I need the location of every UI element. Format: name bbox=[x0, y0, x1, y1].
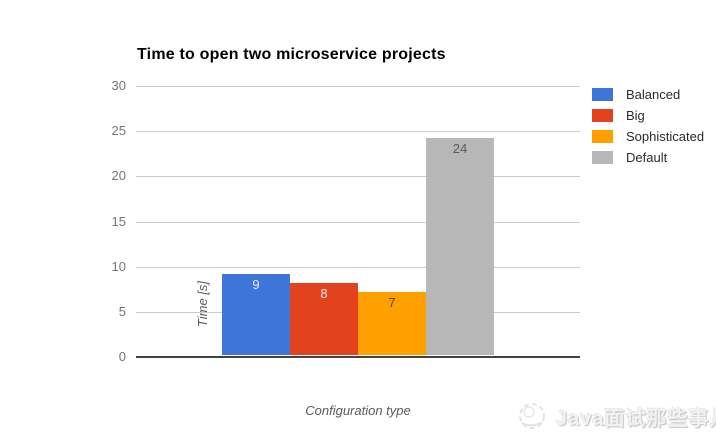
bar-value-label: 7 bbox=[388, 295, 396, 310]
bar-value-label: 8 bbox=[320, 286, 328, 301]
gridline-y-30 bbox=[136, 86, 580, 87]
x-axis-baseline bbox=[136, 356, 580, 358]
gridline-y-25 bbox=[136, 131, 580, 132]
legend-label: Big bbox=[626, 107, 645, 123]
chart-title: Time to open two microservice projects bbox=[137, 46, 446, 63]
gridline-y-10 bbox=[136, 267, 580, 268]
legend-swatch-icon bbox=[592, 87, 613, 101]
wechat-account-logo-icon bbox=[519, 403, 545, 429]
legend-swatch-icon bbox=[592, 150, 613, 164]
bar-sophisticated: 7 bbox=[358, 292, 426, 355]
bar-big: 8 bbox=[290, 283, 358, 355]
y-tick-label-30: 30 bbox=[111, 78, 126, 93]
legend: Balanced Big Sophisticated Default bbox=[592, 87, 704, 171]
legend-label: Default bbox=[626, 149, 668, 165]
y-axis-title: Time [s] bbox=[195, 280, 210, 328]
legend-item-big: Big bbox=[592, 107, 704, 123]
bar-value-label: 24 bbox=[452, 141, 468, 156]
legend-item-default: Default bbox=[592, 149, 704, 165]
watermark: Java面试那些事儿 bbox=[514, 397, 716, 435]
bar-value-label: 9 bbox=[252, 277, 260, 292]
y-tick-label-15: 15 bbox=[111, 214, 126, 229]
watermark-text: Java面试那些事儿 bbox=[556, 407, 716, 430]
legend-label: Balanced bbox=[626, 86, 681, 102]
legend-swatch-icon bbox=[592, 129, 613, 143]
bar-default: 24 bbox=[426, 138, 494, 355]
legend-label: Sophisticated bbox=[626, 128, 705, 144]
legend-swatch-icon bbox=[592, 108, 613, 122]
y-tick-label-20: 20 bbox=[111, 168, 126, 183]
y-tick-label-25: 25 bbox=[111, 123, 126, 138]
bar-balanced: 9 bbox=[222, 274, 290, 355]
legend-item-balanced: Balanced bbox=[592, 86, 704, 102]
legend-item-sophisticated: Sophisticated bbox=[592, 128, 705, 144]
y-tick-label-0: 0 bbox=[118, 349, 126, 364]
y-tick-label-10: 10 bbox=[111, 259, 126, 274]
x-axis-title: Configuration type bbox=[305, 403, 411, 418]
gridline-y-20 bbox=[136, 176, 580, 177]
y-tick-label-5: 5 bbox=[118, 304, 126, 319]
plot-area: Time [s] 0 5 10 15 20 25 30 9 8 7 24 bbox=[112, 79, 580, 364]
gridline-y-15 bbox=[136, 222, 580, 223]
